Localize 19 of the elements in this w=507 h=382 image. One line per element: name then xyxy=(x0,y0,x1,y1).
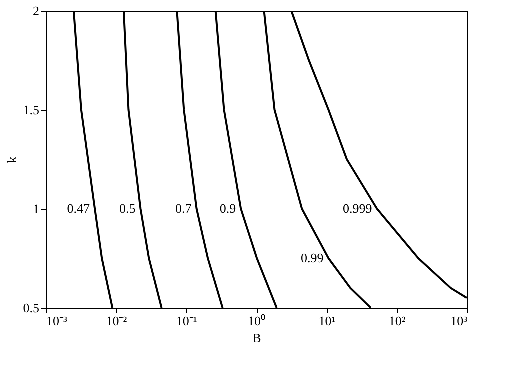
y-tick-label: 0.5 xyxy=(23,300,40,316)
x-tick-label: 10⁻³ xyxy=(46,314,68,328)
y-tick-label: 1.5 xyxy=(23,102,40,118)
x-tick-label: 10³ xyxy=(450,314,468,328)
x-tick-label: 10⁰ xyxy=(248,314,266,328)
series-label: 0.9 xyxy=(220,201,236,216)
x-axis-title: B xyxy=(252,330,262,346)
x-tick-label: 10² xyxy=(388,314,406,328)
series-label: 0.47 xyxy=(67,201,91,216)
x-tick-label: 10⁻² xyxy=(106,314,128,328)
x-tick-label: 10⁻¹ xyxy=(176,314,198,328)
y-axis-title: k xyxy=(4,156,20,164)
series-label: 0.7 xyxy=(176,201,192,216)
series-label: 0.5 xyxy=(119,201,136,216)
x-tick-label: 10¹ xyxy=(318,314,336,328)
series-label: 0.99 xyxy=(300,250,324,266)
y-tick-label: 1 xyxy=(33,202,40,216)
series-label: 0.999 xyxy=(342,201,372,216)
y-tick-label: 2 xyxy=(33,4,40,18)
